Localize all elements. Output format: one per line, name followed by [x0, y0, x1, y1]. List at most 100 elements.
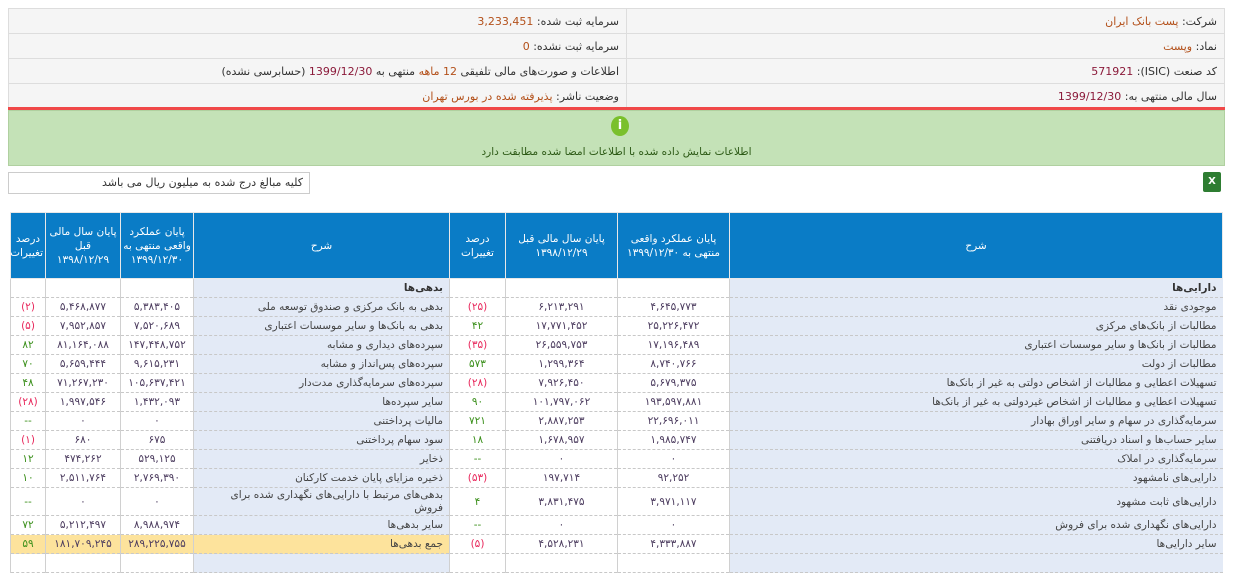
asset-pct-cell: (۲۸) [449, 373, 506, 393]
asset-prev-cell: ۴,۵۲۸,۲۳۱ [505, 534, 618, 554]
liability-pct-cell: ۱۰ [10, 468, 46, 488]
asset-desc-cell: سرمایه‌گذاری در سهام و سایر اوراق بهادار [729, 411, 1223, 431]
asset-pct-cell [449, 553, 506, 573]
liability-prev-cell: ۱۸۱,۷۰۹,۲۴۵ [45, 534, 121, 554]
liability-prev-cell: ۵,۲۱۲,۴۹۷ [45, 515, 121, 535]
liability-prev-cell: ۴۷۴,۲۶۲ [45, 449, 121, 469]
info-message: اطلاعات نمایش داده شده با اطلاعات امضا ش… [481, 146, 752, 158]
liability-desc-cell: سود سهام پرداختنی [193, 430, 450, 450]
liability-desc-cell: سایر بدهی‌ها [193, 515, 450, 535]
table-row [10, 553, 1223, 573]
info-message-box: i اطلاعات نمایش داده شده با اطلاعات امضا… [8, 110, 1225, 166]
liability-pct-cell: (۵) [10, 316, 46, 336]
table-row: دارایی‌های نگهداری شده برای فروش ۰ ۰ -- سایر… [10, 515, 1223, 535]
asset-desc-cell: تسهیلات اعطایی و مطالبات از اشخاص دولتی … [729, 373, 1223, 393]
table-row: تسهیلات اعطایی و مطالبات از اشخاص دولتی … [10, 373, 1223, 393]
header-pct-assets: درصد تغییرات [449, 212, 506, 279]
asset-desc-cell: تسهیلات اعطایی و مطالبات از اشخاص غیردول… [729, 392, 1223, 412]
asset-desc-cell: مطالبات از بانک‌ها و سایر موسسات اعتباری [729, 335, 1223, 355]
liability-prev-cell: ۷,۹۵۲,۸۵۷ [45, 316, 121, 336]
asset-prev-cell: ۳,۸۳۱,۴۷۵ [505, 487, 618, 516]
table-row: مطالبات از بانک‌های مرکزی ۲۵,۲۲۶,۴۷۲ ۱۷,۷۷… [10, 316, 1223, 336]
liability-prev-cell: ۱,۹۹۷,۵۴۶ [45, 392, 121, 412]
asset-prev-cell: ۲۶,۵۵۹,۷۵۳ [505, 335, 618, 355]
asset-desc-cell: مطالبات از بانک‌های مرکزی [729, 316, 1223, 336]
asset-prev-cell: ۶,۲۱۳,۲۹۱ [505, 297, 618, 317]
unregistered-capital: 0 [522, 39, 530, 53]
liability-desc-cell: جمع بدهی‌ها [193, 534, 450, 554]
liability-desc-cell: سپرده‌های سرمایه‌گذاری مدت‌دار [193, 373, 450, 393]
unregistered-capital-cell: سرمایه ثبت نشده: 0 [8, 33, 627, 59]
asset-prev-cell [505, 278, 618, 298]
company-name[interactable]: پست بانک ایران [1105, 14, 1179, 28]
liability-pct-cell: ۷۰ [10, 354, 46, 374]
asset-current-cell: ۰ [617, 515, 730, 535]
asset-pct-cell: (۵۳) [449, 468, 506, 488]
publisher-status-cell: وضعیت ناشر: پذیرفته شده در بورس تهران [8, 83, 627, 109]
table-row: تسهیلات اعطایی و مطالبات از اشخاص غیردول… [10, 392, 1223, 412]
asset-current-cell: ۵,۶۷۹,۳۷۵ [617, 373, 730, 393]
liability-current-cell: ۱,۴۳۲,۰۹۳ [120, 392, 194, 412]
asset-current-cell: ۴,۶۴۵,۷۷۳ [617, 297, 730, 317]
asset-prev-cell: ۷,۹۲۶,۴۵۰ [505, 373, 618, 393]
asset-desc-cell: سایر دارایی‌ها [729, 534, 1223, 554]
header-current-assets: پایان عملکرد واقعی منتهی به ۱۳۹۹/۱۲/۳۰ [617, 212, 730, 279]
asset-desc-cell: مطالبات از دولت [729, 354, 1223, 374]
company-cell: شرکت: پست بانک ایران [626, 8, 1225, 34]
company-info-table: شرکت: پست بانک ایران سرمایه ثبت شده: 3,2… [8, 8, 1225, 109]
fiscal-year-value: 1399/12/30 [1057, 89, 1122, 103]
header-desc-assets: شرح [729, 212, 1223, 279]
liability-desc-cell: سایر سپرده‌ها [193, 392, 450, 412]
asset-pct-cell [449, 278, 506, 298]
asset-pct-cell: (۲۵) [449, 297, 506, 317]
liability-current-cell: ۲۸۹,۲۲۵,۷۵۵ [120, 534, 194, 554]
symbol-value[interactable]: وپست [1163, 39, 1193, 53]
excel-export-icon[interactable]: X [1203, 172, 1221, 192]
liability-desc-cell: بدهی به بانک‌ها و سایر موسسات اعتباری [193, 316, 450, 336]
liability-pct-cell [10, 553, 46, 573]
header-pct-liabilities: درصد تغییرات [10, 212, 46, 279]
liability-pct-cell: ۸۲ [10, 335, 46, 355]
asset-prev-cell [505, 553, 618, 573]
liability-current-cell: ۰ [120, 487, 194, 516]
liability-pct-cell [10, 278, 46, 298]
table-row: سایر دارایی‌ها ۴,۳۳۳,۸۸۷ ۴,۵۲۸,۲۳۱ (۵) جمع ب… [10, 534, 1223, 554]
header-desc-liabilities: شرح [193, 212, 450, 279]
publisher-status: پذیرفته شده در بورس تهران [422, 89, 553, 103]
header-current-liabilities: پایان عملکرد واقعی منتهی به ۱۳۹۹/۱۲/۳۰ [120, 212, 194, 279]
table-row: سایر حساب‌ها و اسناد دریافتنی ۱,۹۸۵,۷۴۷ ۱,… [10, 430, 1223, 450]
liability-prev-cell: ۸۱,۱۶۴,۰۸۸ [45, 335, 121, 355]
asset-desc-cell [729, 553, 1223, 573]
liability-current-cell: ۱۴۷,۴۴۸,۷۵۲ [120, 335, 194, 355]
registered-capital-cell: سرمایه ثبت شده: 3,233,451 [8, 8, 627, 34]
asset-current-cell: ۸,۷۴۰,۷۶۶ [617, 354, 730, 374]
liability-current-cell [120, 278, 194, 298]
balance-sheet-table: شرح پایان عملکرد واقعی منتهی به ۱۳۹۹/۱۲/… [10, 212, 1223, 573]
isic-value: 571921 [1091, 64, 1134, 78]
asset-pct-cell: ۵۷۳ [449, 354, 506, 374]
units-note: کلیه مبالغ درج شده به میلیون ریال می باش… [8, 172, 310, 194]
asset-current-cell: ۳,۹۷۱,۱۱۷ [617, 487, 730, 516]
header-prev-liabilities: پایان سال مالی قبل ۱۳۹۸/۱۲/۲۹ [45, 212, 121, 279]
liability-desc-cell: سپرده‌های پس‌انداز و مشابه [193, 354, 450, 374]
table-row: دارایی‌های نامشهود ۹۲,۲۵۲ ۱۹۷,۷۱۴ (۵۳) ذخیره… [10, 468, 1223, 488]
asset-pct-cell: (۳۵) [449, 335, 506, 355]
asset-current-cell: ۲۵,۲۲۶,۴۷۲ [617, 316, 730, 336]
liability-current-cell: ۵,۳۸۳,۴۰۵ [120, 297, 194, 317]
liability-prev-cell: ۰ [45, 411, 121, 431]
asset-current-cell: ۹۲,۲۵۲ [617, 468, 730, 488]
asset-prev-cell: ۱۹۷,۷۱۴ [505, 468, 618, 488]
liability-desc-cell: ذخیره مزایای پایان خدمت کارکنان [193, 468, 450, 488]
table-row: سرمایه‌گذاری در املاک ۰ ۰ -- ذخایر ۵۲۹,۱۲۵ ۴۷۴… [10, 449, 1223, 469]
asset-current-cell [617, 278, 730, 298]
liability-desc-cell [193, 553, 450, 573]
liability-current-cell [120, 553, 194, 573]
asset-current-cell: ۱۷,۱۹۶,۴۸۹ [617, 335, 730, 355]
asset-current-cell: ۴,۳۳۳,۸۸۷ [617, 534, 730, 554]
asset-pct-cell: (۵) [449, 534, 506, 554]
liability-current-cell: ۷,۵۲۰,۶۸۹ [120, 316, 194, 336]
liability-pct-cell: (۱) [10, 430, 46, 450]
asset-current-cell: ۱,۹۸۵,۷۴۷ [617, 430, 730, 450]
liability-pct-cell: (۲۸) [10, 392, 46, 412]
liability-desc-cell: سپرده‌های دیداری و مشابه [193, 335, 450, 355]
